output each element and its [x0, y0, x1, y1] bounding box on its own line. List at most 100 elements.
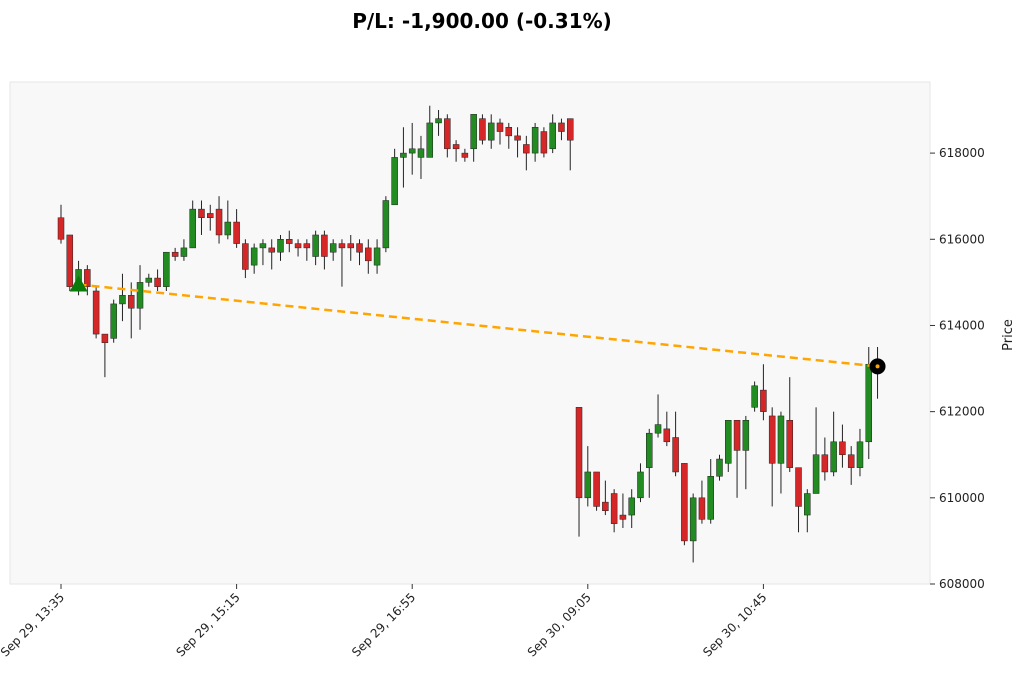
candle-body [303, 243, 311, 249]
x-tick-label: Sep 30, 09:05 [525, 590, 594, 659]
candle-body [795, 467, 802, 507]
candle-body [277, 239, 284, 253]
candle-body [812, 454, 820, 494]
candle-body [760, 389, 767, 412]
candle-body [329, 243, 337, 253]
candle-body [119, 295, 126, 305]
candle-body [286, 239, 293, 244]
candle-body [716, 458, 723, 477]
candle-body [593, 471, 600, 507]
candle-body [681, 463, 688, 542]
candle-body [470, 114, 477, 150]
candle-body [646, 432, 653, 468]
candle-body [584, 471, 592, 499]
y-tick-label: 614000 [939, 318, 985, 332]
candle-body [725, 420, 732, 464]
y-tick-label: 618000 [939, 146, 985, 160]
candle-body [224, 221, 232, 236]
candle-body [856, 441, 864, 468]
candle-body [233, 221, 240, 244]
candle-body [66, 234, 74, 287]
chart-title: P/L: -1,900.00 (-0.31%) [352, 9, 612, 33]
candle-body [751, 385, 758, 408]
x-tick-label: Sep 29, 16:55 [349, 590, 418, 659]
candle-body [382, 200, 390, 249]
candle-body [707, 476, 714, 520]
candle-body [242, 243, 249, 270]
candle-body [110, 303, 117, 339]
candle-body [804, 493, 811, 516]
candle-body [742, 420, 750, 451]
candle-body [400, 152, 407, 158]
candle-body [312, 234, 319, 257]
candle-body [154, 277, 161, 287]
candle-body [514, 135, 521, 141]
candle-body [127, 295, 135, 309]
candle-body [84, 269, 91, 287]
candle-body [136, 282, 144, 309]
candle-body [444, 118, 451, 150]
candle-body [531, 126, 539, 154]
candle-body [663, 428, 671, 443]
candle-body [768, 415, 776, 464]
y-tick-label: 616000 [939, 232, 985, 246]
candle-body [575, 407, 583, 499]
candle-body [207, 213, 214, 218]
candle-body [540, 131, 548, 154]
candle-body [865, 363, 873, 443]
candle-body [163, 251, 170, 287]
y-tick-label: 610000 [939, 491, 985, 505]
candle-body [294, 243, 302, 249]
candle-body [479, 118, 486, 141]
x-tick-label: Sep 30, 10:45 [700, 590, 769, 659]
y-tick-label: 612000 [939, 405, 985, 419]
candle-body [321, 234, 328, 257]
candle-body [145, 277, 153, 283]
candle-body [698, 497, 706, 520]
candle-body [558, 122, 565, 132]
plot-area [9, 81, 931, 585]
candle-body [672, 437, 679, 473]
y-tick-label: 608000 [939, 577, 985, 591]
candle-body [505, 126, 513, 137]
candle-body [417, 148, 425, 158]
candle-body [602, 501, 609, 511]
candle-body [426, 122, 434, 158]
candle-body [435, 118, 442, 124]
candle-body [391, 157, 398, 206]
candle-body [198, 208, 205, 218]
candle-body [408, 148, 416, 154]
candle-body [461, 152, 469, 158]
candle-body [487, 122, 495, 141]
candle-body [57, 217, 65, 240]
candle-body [347, 243, 354, 249]
candle-body [373, 247, 381, 266]
candle-body [733, 420, 741, 451]
x-tick-label: Sep 29, 13:35 [0, 590, 67, 659]
candle-body [689, 497, 697, 542]
candle-body [259, 243, 267, 249]
candle-body [101, 333, 109, 343]
candle-body [180, 247, 188, 257]
candle-body [92, 290, 100, 335]
candle-body [821, 454, 829, 473]
candle-body [830, 441, 837, 473]
candle-body [496, 122, 504, 132]
candle-body [189, 208, 196, 249]
candle-body [654, 424, 662, 434]
trade-line [78, 283, 878, 368]
candle-body [268, 247, 275, 253]
candle-body [452, 144, 460, 150]
candle-body [338, 243, 346, 249]
candle-body [628, 497, 635, 516]
candle-body [215, 208, 223, 236]
exit-marker-dot [875, 364, 880, 369]
candle-body [847, 454, 855, 468]
x-tick-label: Sep 29, 15:15 [173, 590, 242, 659]
y-axis-label: Price [1001, 319, 1016, 351]
candle-body [637, 471, 644, 499]
candle-body [523, 144, 530, 154]
candle-body [619, 514, 627, 520]
